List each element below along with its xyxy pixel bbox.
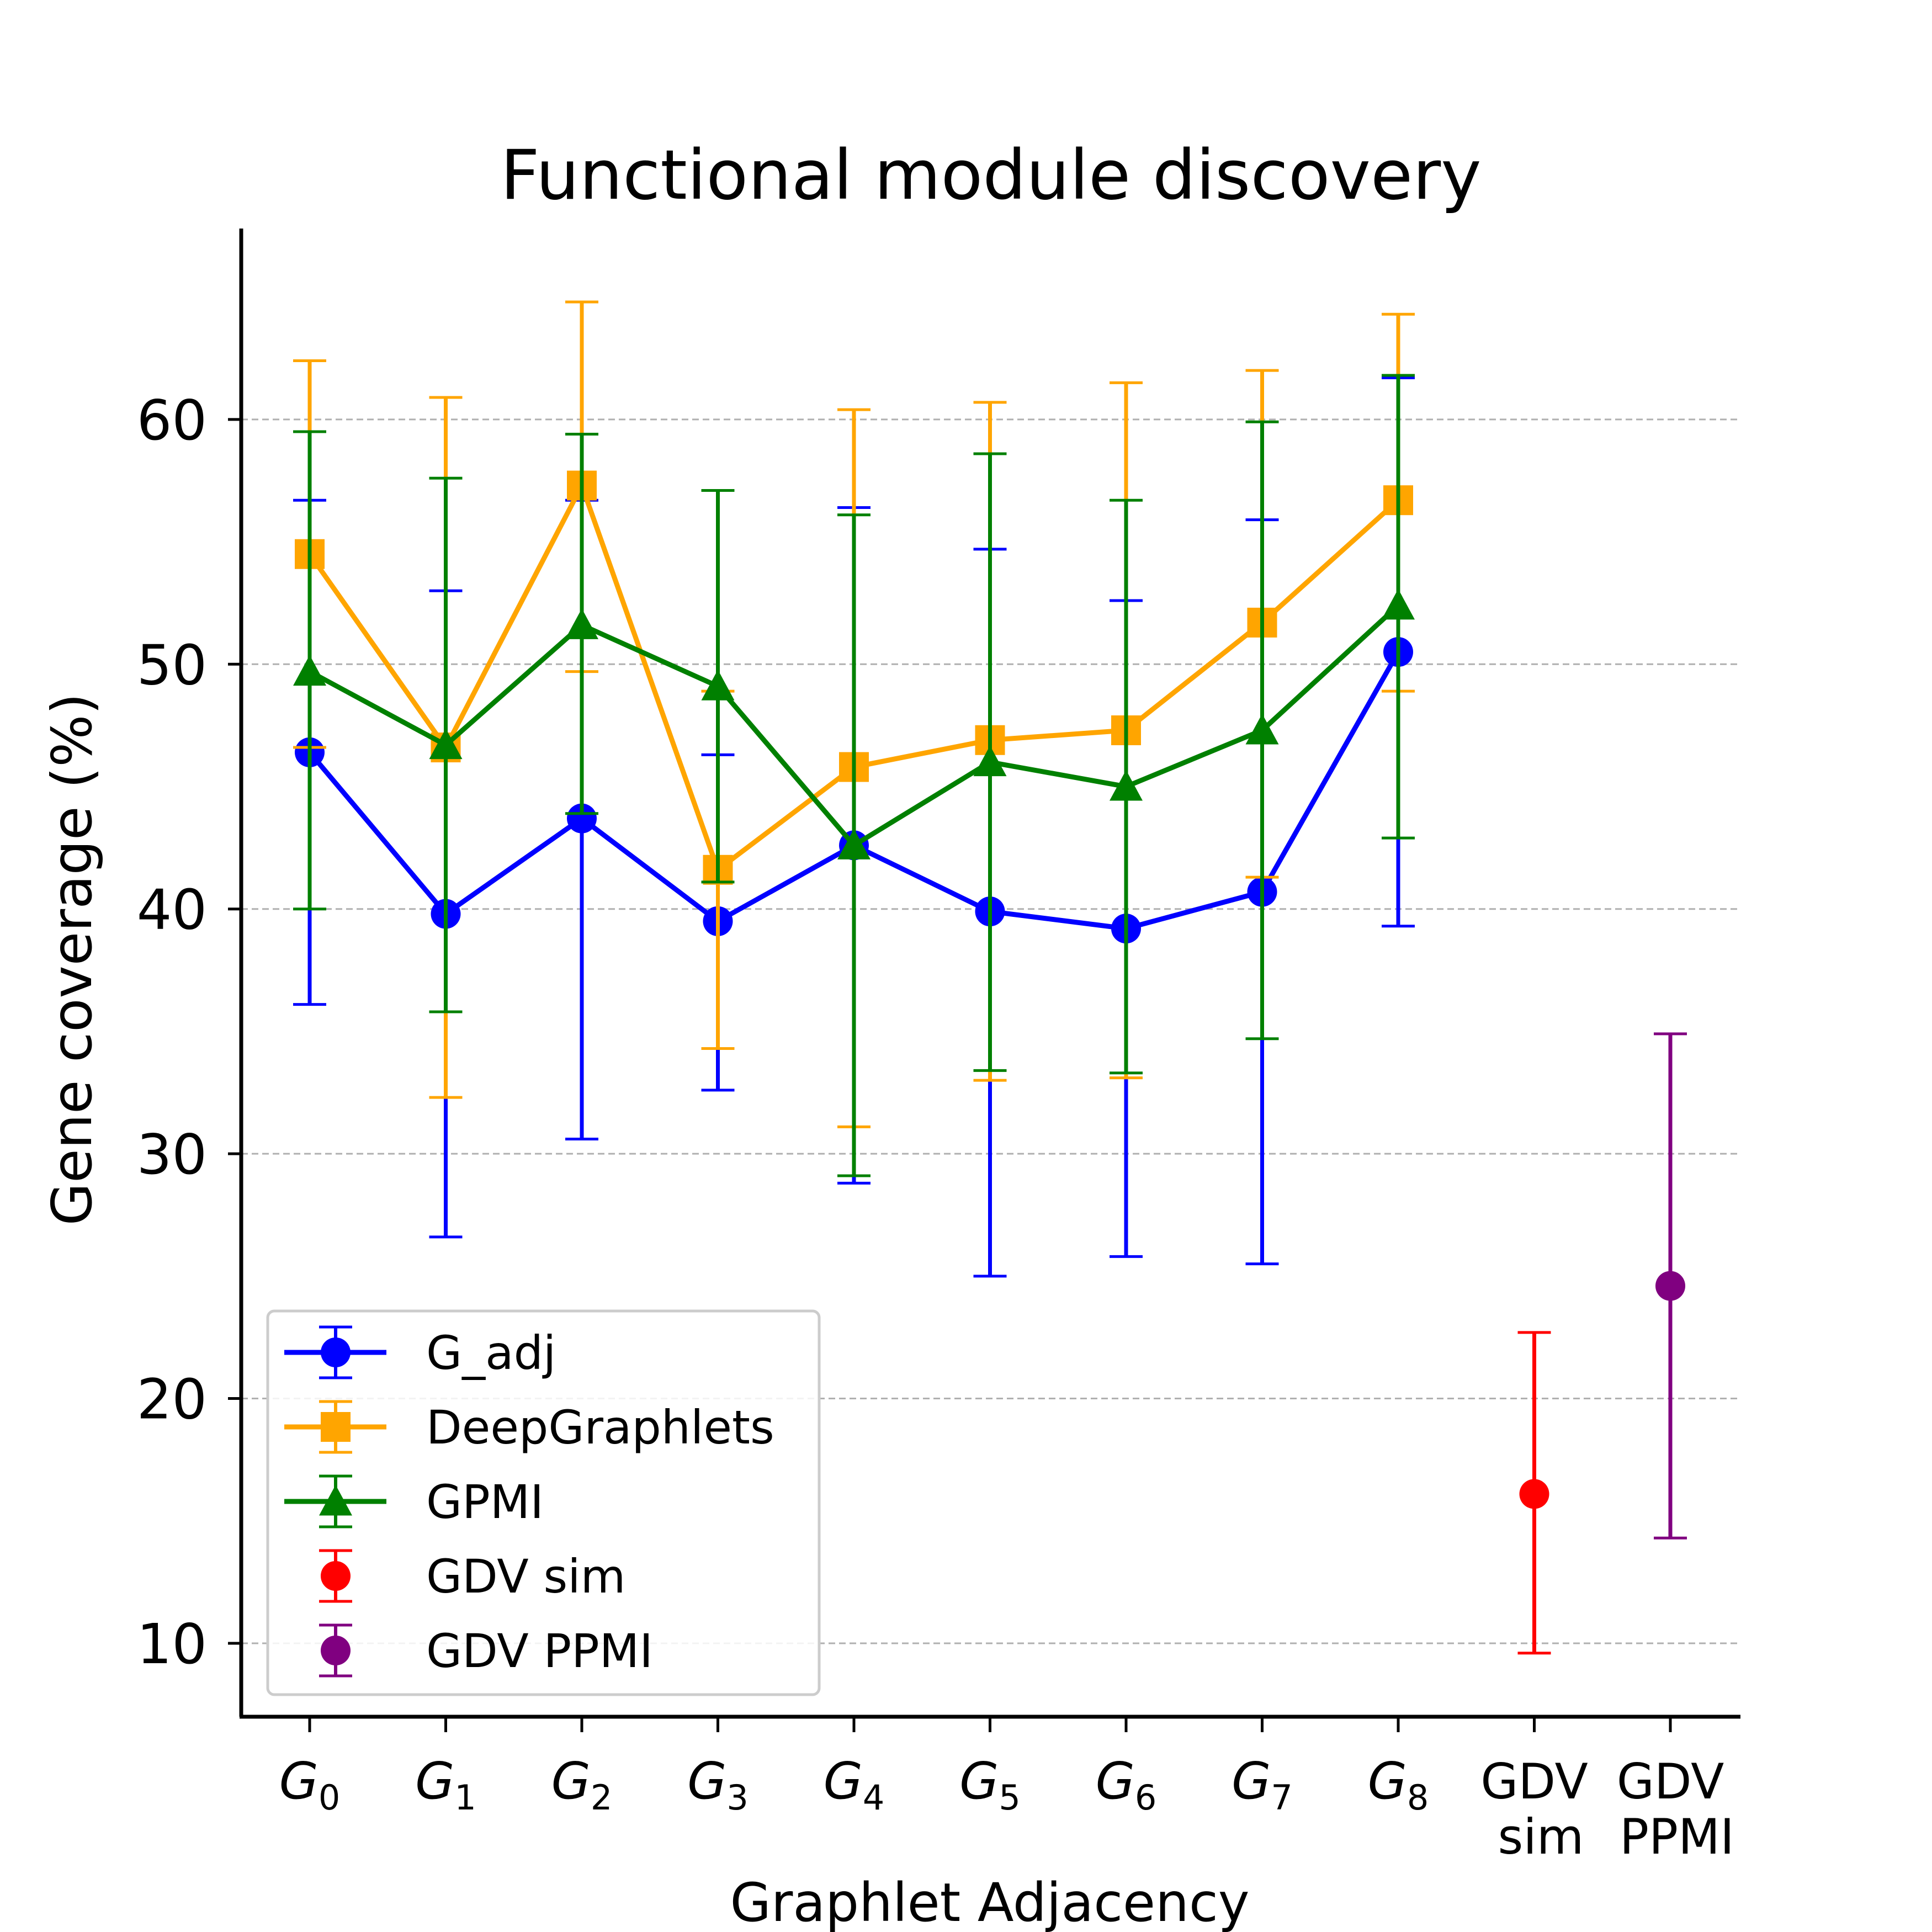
x-tick-label-0: G0 xyxy=(279,1751,341,1818)
x-tick-label-9-line1: GDV xyxy=(1480,1753,1588,1810)
series-2 xyxy=(293,374,1415,1177)
legend-marker-2 xyxy=(319,1485,352,1516)
point-2-2 xyxy=(565,608,598,639)
series-group xyxy=(293,300,1687,1655)
y-tick-label-30: 30 xyxy=(137,1122,207,1187)
point-2-6 xyxy=(1110,770,1143,801)
legend-marker-4 xyxy=(321,1636,351,1665)
x-tick-label-8: G8 xyxy=(1368,1751,1429,1818)
y-tick-label-40: 40 xyxy=(137,878,207,942)
point-0-2 xyxy=(567,803,597,834)
point-2-1 xyxy=(429,728,463,760)
point-3-0 xyxy=(1519,1479,1549,1509)
x-tick-label-6: G6 xyxy=(1096,1751,1157,1818)
y-tick-label-10: 10 xyxy=(137,1612,207,1676)
legend-entry-2: GPMI xyxy=(284,1474,544,1529)
y-ticks: 10 20 30 40 50 60 xyxy=(137,388,241,1676)
legend-label-4: GDV PPMI xyxy=(426,1624,653,1678)
legend-entry-3: GDV sim xyxy=(319,1549,625,1604)
point-2-4 xyxy=(837,829,871,859)
x-tick-label-7: G7 xyxy=(1232,1751,1293,1818)
x-tick-label-5: G5 xyxy=(959,1751,1021,1818)
legend-frame xyxy=(266,1309,821,1696)
x-tick-label-10-line1: GDV xyxy=(1617,1753,1724,1810)
point-2-0 xyxy=(293,655,326,686)
legend-entry-4: GDV PPMI xyxy=(319,1623,653,1678)
legend-marker-1 xyxy=(321,1412,351,1442)
legend-label-0: G_adj xyxy=(426,1326,556,1380)
x-tick-label-4: G4 xyxy=(824,1751,885,1818)
y-tick-label-50: 50 xyxy=(137,633,207,697)
point-4-0 xyxy=(1655,1271,1685,1301)
legend-entry-1: DeepGraphlets xyxy=(284,1400,774,1455)
legend-marker-3 xyxy=(321,1561,351,1591)
series-3 xyxy=(1517,1331,1551,1655)
x-tick-label-10-line2: PPMI xyxy=(1620,1808,1734,1865)
legend: G_adj DeepGraphlets GPMI GDV sim GDV PPMI xyxy=(266,1309,821,1696)
x-axis-label: Graphlet Adjacency xyxy=(730,1872,1249,1932)
legend-label-3: GDV sim xyxy=(426,1549,625,1604)
y-tick-label-60: 60 xyxy=(137,388,207,453)
chart-title: Functional module discovery xyxy=(500,136,1481,215)
legend-label-1: DeepGraphlets xyxy=(426,1400,774,1455)
point-2-8 xyxy=(1382,588,1415,620)
point-2-7 xyxy=(1245,714,1279,745)
legend-marker-0 xyxy=(321,1337,351,1367)
legend-label-2: GPMI xyxy=(426,1475,544,1529)
point-2-3 xyxy=(701,670,735,700)
x-tick-label-9-line2: sim xyxy=(1498,1808,1584,1865)
x-tick-label-2: G2 xyxy=(551,1751,613,1818)
y-tick-label-20: 20 xyxy=(137,1367,207,1432)
legend-entry-0: G_adj xyxy=(284,1325,556,1380)
y-axis-label: Gene coverage (%) xyxy=(40,693,104,1226)
x-tick-label-3: G3 xyxy=(687,1751,749,1818)
x-tick-label-1: G1 xyxy=(415,1751,476,1818)
point-2-5 xyxy=(973,745,1007,777)
series-4 xyxy=(1654,1032,1687,1540)
